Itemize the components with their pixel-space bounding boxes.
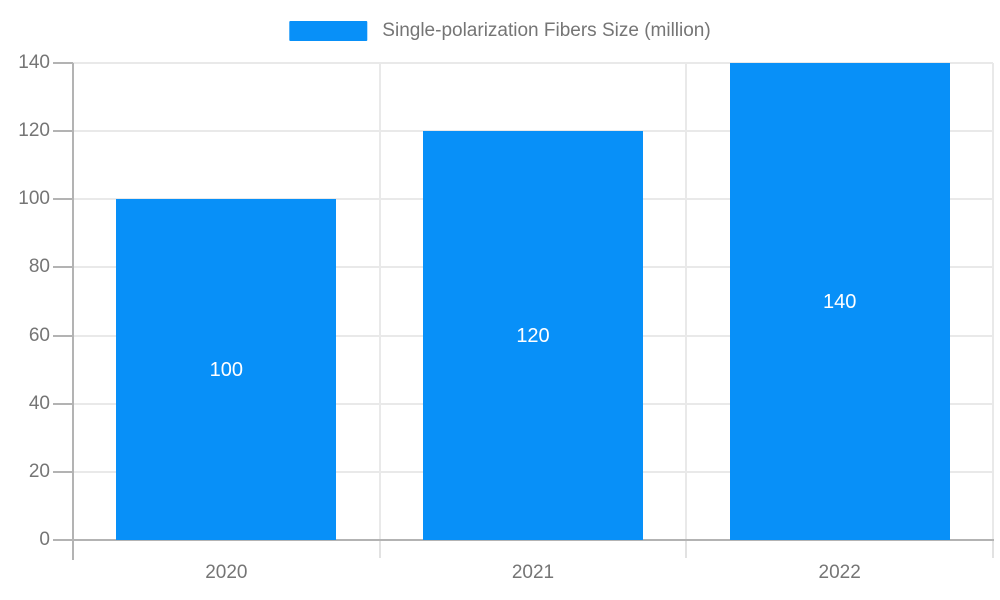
bar-value-label: 140: [822, 290, 857, 313]
y-axis-tick: [53, 130, 73, 133]
y-tick-label: 0: [39, 529, 50, 550]
y-axis-tick: [53, 62, 73, 64]
bar-2021[interactable]: [423, 131, 643, 540]
y-tick-label: 100: [18, 188, 50, 210]
bar-value-label: 100: [209, 358, 244, 381]
y-axis-tick: [53, 539, 73, 541]
x-tick-label: 2021: [511, 562, 555, 583]
y-axis-tick: [53, 266, 73, 269]
y-tick-label: 120: [18, 120, 50, 142]
x-axis-line: [72, 539, 994, 541]
y-axis-tick: [53, 198, 73, 201]
legend-label: Single-polarization Fibers Size (million…: [382, 20, 711, 41]
x-tick-label: 2020: [205, 562, 248, 583]
x-gridline: [378, 63, 381, 540]
y-axis-line: [72, 63, 74, 560]
y-tick-label: 140: [18, 52, 50, 73]
y-axis-tick: [53, 402, 73, 405]
y-tick-label: 60: [28, 324, 50, 346]
x-axis-tick: [992, 540, 994, 558]
bar-value-label: 120: [516, 324, 550, 347]
x-axis-tick: [685, 540, 688, 558]
legend-swatch-icon: [289, 21, 368, 41]
x-axis-tick: [378, 540, 381, 558]
y-gridline: [73, 62, 993, 64]
y-tick-label: 80: [28, 256, 50, 278]
y-tick-label: 20: [28, 460, 50, 482]
bar-2022[interactable]: [729, 63, 950, 540]
y-axis-tick: [53, 334, 73, 337]
y-axis-tick: [53, 470, 73, 473]
y-tick-label: 40: [28, 392, 50, 414]
bar-2020[interactable]: [116, 199, 337, 540]
x-tick-label: 2022: [818, 562, 861, 583]
x-gridline: [685, 63, 688, 540]
legend-item[interactable]: Single-polarization Fibers Size (million…: [289, 20, 711, 42]
x-gridline: [992, 63, 994, 540]
